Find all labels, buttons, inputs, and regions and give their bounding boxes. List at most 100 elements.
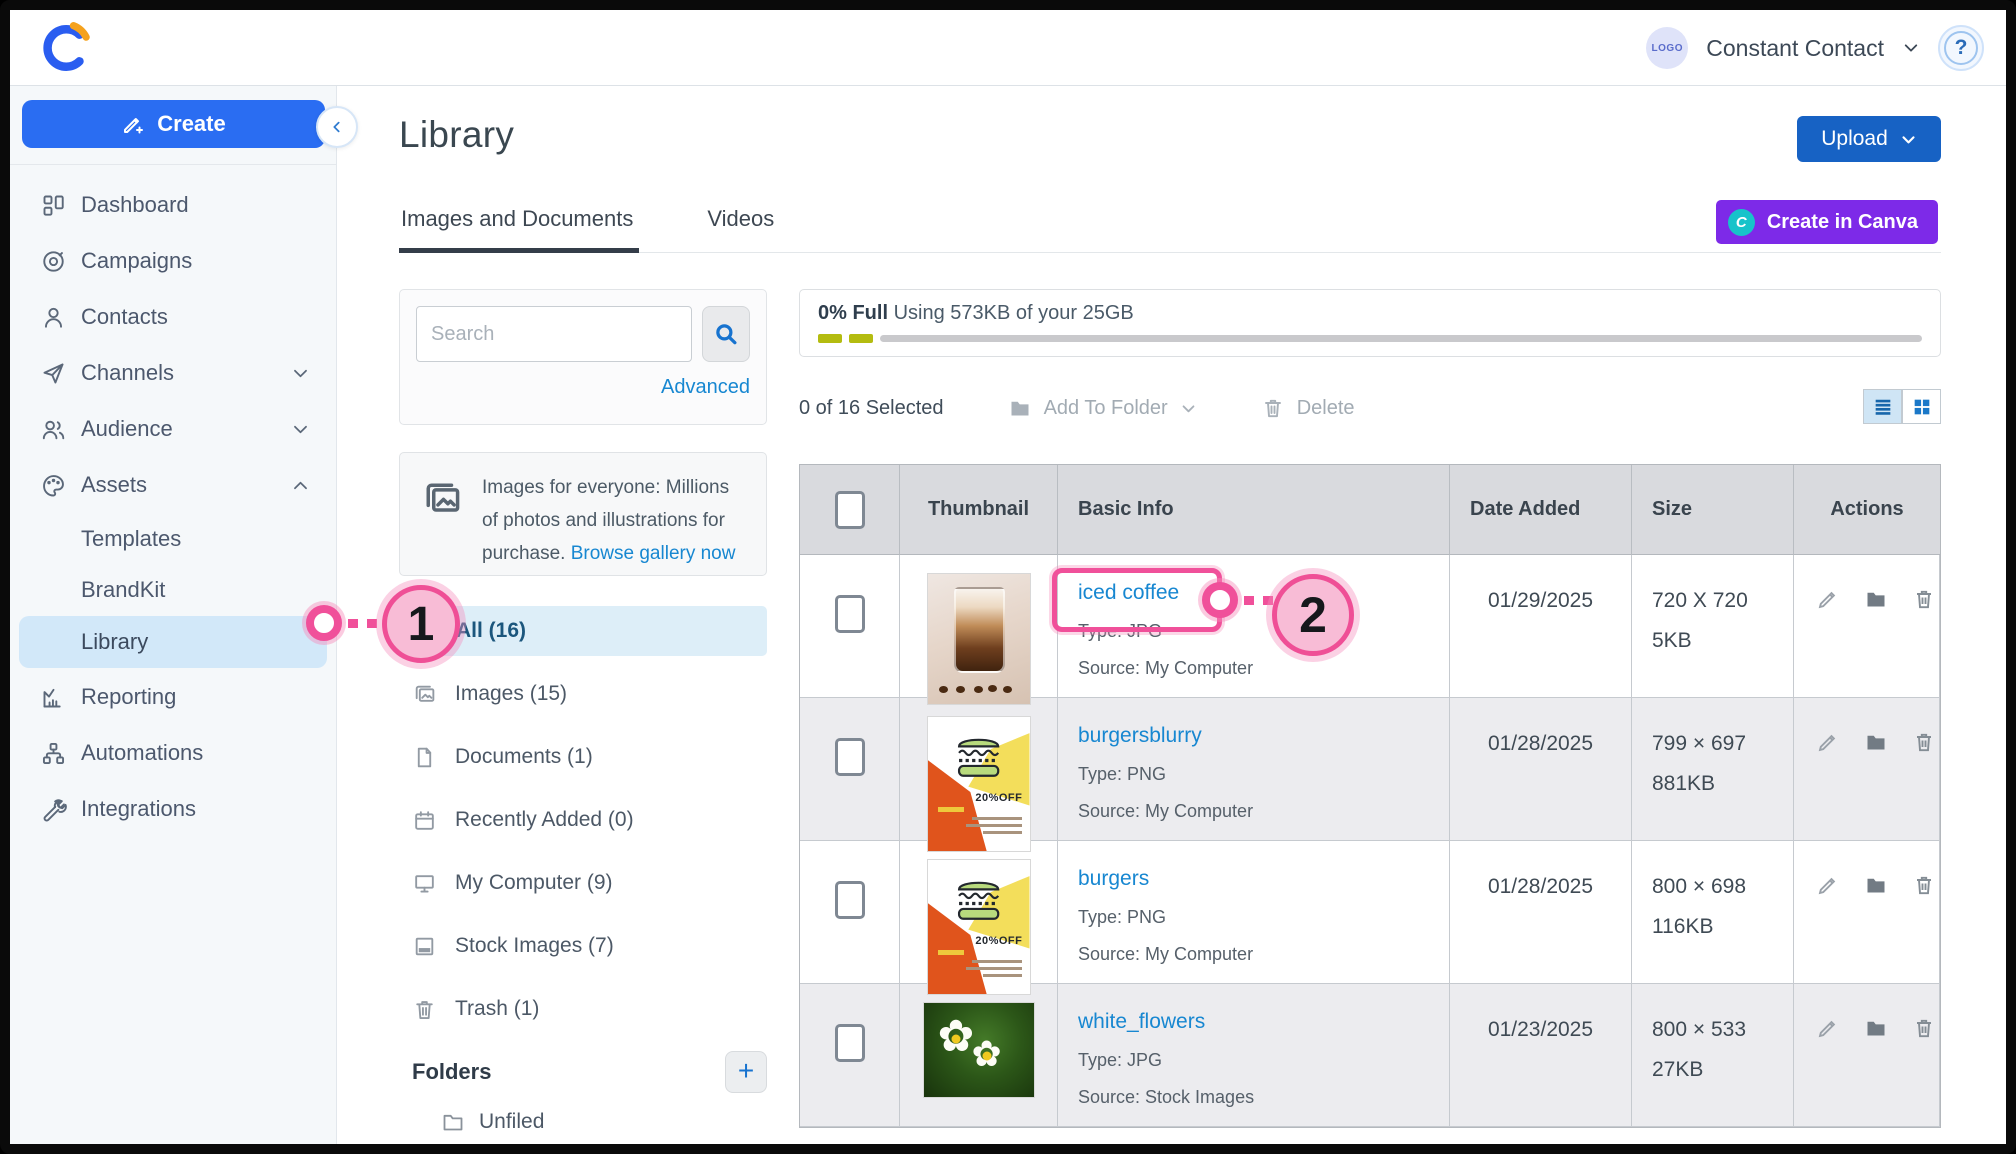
image-dimensions: 799 × 697 <box>1652 732 1747 755</box>
thumbnail-burgersblurry[interactable]: 20%OFF <box>926 716 1031 852</box>
filter-documents[interactable]: Documents (1) <box>399 732 767 782</box>
row-checkbox[interactable] <box>834 738 865 776</box>
tab-videos[interactable]: Videos <box>707 206 775 231</box>
move-to-folder-icon[interactable] <box>1864 873 1888 897</box>
move-to-folder-icon[interactable] <box>1864 730 1888 754</box>
filter-all[interactable]: All (16) <box>399 606 767 656</box>
question-mark-icon: ? <box>1944 31 1978 65</box>
size-cell: 800 × 698 116KB <box>1632 841 1794 984</box>
filter-label: All (16) <box>456 619 527 642</box>
library-panel: 0% Full Using 573KB of your 25GB 0 of 16… <box>799 289 1941 1134</box>
edit-icon[interactable] <box>1816 730 1840 754</box>
file-size: 116KB <box>1652 915 1714 938</box>
constant-contact-logo-icon <box>43 21 90 71</box>
delete-row-icon[interactable] <box>1912 1016 1936 1040</box>
move-to-folder-icon[interactable] <box>1864 587 1888 611</box>
date-added-cell: 01/28/2025 <box>1450 841 1632 984</box>
filter-stock-images[interactable]: Stock Images (7) <box>399 921 767 971</box>
file-name-link[interactable]: burgersblurry <box>1078 724 1202 747</box>
search-input[interactable] <box>416 306 692 362</box>
sidebar-item-campaigns[interactable]: Campaigns <box>10 233 336 289</box>
delete-row-icon[interactable] <box>1912 873 1936 897</box>
select-all-checkbox[interactable] <box>834 490 865 529</box>
delete-row-icon[interactable] <box>1912 730 1936 754</box>
list-view-toggle[interactable] <box>1863 389 1902 424</box>
move-to-folder-icon[interactable] <box>1864 1016 1888 1040</box>
thumbnail-burgers[interactable]: 20%OFF <box>926 859 1031 995</box>
sidebar-item-assets[interactable]: Assets <box>10 457 336 513</box>
images-icon <box>415 685 435 702</box>
sidebar-item-channels[interactable]: Channels <box>10 345 336 401</box>
library-tabs: Images and Documents Videos <box>399 206 1941 253</box>
sidebar-item-label: Reporting <box>81 684 177 709</box>
edit-icon[interactable] <box>1816 873 1840 897</box>
selected-count-label: 0 of 16 Selected <box>799 396 944 419</box>
tab-images-and-documents[interactable]: Images and Documents <box>399 206 640 253</box>
filter-my-computer[interactable]: My Computer (9) <box>399 858 767 908</box>
search-card: Advanced <box>399 289 767 425</box>
person-icon <box>45 307 62 328</box>
file-name-link[interactable]: burgers <box>1078 867 1150 890</box>
main-content: Library Upload C Create in Canva Images … <box>337 86 2006 1144</box>
sidebar-item-contacts[interactable]: Contacts <box>10 289 336 345</box>
account-menu-chevron-down-icon[interactable] <box>1902 39 1920 57</box>
sidebar-collapse-button[interactable] <box>316 106 358 148</box>
sidebar-item-label: Dashboard <box>81 192 189 217</box>
filters-panel: Advanced Images for everyone: Millions o… <box>399 289 767 1134</box>
chevron-down-icon <box>294 369 307 377</box>
filter-label: My Computer (9) <box>455 871 613 894</box>
table-header-size: Size <box>1632 465 1794 555</box>
sidebar-item-label: Contacts <box>81 304 168 329</box>
table-header-actions: Actions <box>1794 465 1940 555</box>
sidebar-item-audience[interactable]: Audience <box>10 401 336 457</box>
file-name-link[interactable]: iced coffee <box>1078 581 1180 604</box>
file-type: Type: JPG <box>1078 1050 1163 1070</box>
search-button[interactable] <box>702 306 750 362</box>
filter-trash[interactable]: Trash (1) <box>399 984 767 1034</box>
file-type: Type: PNG <box>1078 907 1167 927</box>
delete-row-icon[interactable] <box>1912 587 1936 611</box>
create-in-canva-button[interactable]: C Create in Canva <box>1715 200 1938 244</box>
date-added-cell: 01/29/2025 <box>1450 555 1632 698</box>
row-checkbox[interactable] <box>834 1024 865 1062</box>
browse-gallery-link[interactable]: Browse gallery now <box>570 543 736 564</box>
add-to-folder-button[interactable]: Add To Folder <box>1008 396 1197 420</box>
paper-plane-icon <box>43 363 64 383</box>
sidebar-item-automations[interactable]: Automations <box>10 725 336 781</box>
sidebar-item-library[interactable]: Library <box>19 616 327 668</box>
delete-button[interactable]: Delete <box>1261 396 1355 420</box>
add-to-folder-label: Add To Folder <box>1043 396 1168 419</box>
pencil-plus-icon <box>124 118 144 134</box>
sidebar-item-brandkit[interactable]: BrandKit <box>10 564 336 615</box>
canva-logo-icon: C <box>1727 208 1755 236</box>
file-name-link[interactable]: white_flowers <box>1078 1010 1206 1033</box>
sidebar-item-integrations[interactable]: Integrations <box>10 781 336 837</box>
sidebar-item-dashboard[interactable]: Dashboard <box>10 177 336 233</box>
row-checkbox[interactable] <box>834 595 865 633</box>
grid-view-toggle[interactable] <box>1902 389 1941 424</box>
edit-icon[interactable] <box>1816 1016 1840 1040</box>
edit-icon[interactable] <box>1816 587 1840 611</box>
image-dimensions: 720 X 720 <box>1652 589 1748 612</box>
palette-icon <box>43 474 64 496</box>
sidebar-item-label: Campaigns <box>81 248 193 273</box>
advanced-search-link[interactable]: Advanced <box>661 376 750 398</box>
storage-percent: 0% Full <box>818 302 889 324</box>
add-folder-button[interactable]: + <box>725 1051 767 1093</box>
size-cell: 800 × 533 27KB <box>1632 984 1794 1127</box>
thumbnail-iced-coffee[interactable] <box>926 573 1031 705</box>
sidebar-item-reporting[interactable]: Reporting <box>10 669 336 725</box>
folder-unfiled[interactable]: Unfiled <box>399 1110 767 1134</box>
create-button[interactable]: Create <box>22 100 325 148</box>
help-button[interactable]: ? <box>1938 25 1984 71</box>
file-type: Type: PNG <box>1078 764 1167 784</box>
upload-button[interactable]: Upload <box>1797 116 1941 162</box>
canva-button-label: Create in Canva <box>1766 210 1918 233</box>
poster-yellow-dash <box>937 949 965 955</box>
filter-recently-added[interactable]: Recently Added (0) <box>399 795 767 845</box>
filter-images[interactable]: Images (15) <box>399 669 767 719</box>
thumbnail-white-flowers[interactable]: ✿ ✿ <box>922 1002 1035 1098</box>
row-checkbox[interactable] <box>834 881 865 919</box>
sidebar-item-templates[interactable]: Templates <box>10 513 336 564</box>
